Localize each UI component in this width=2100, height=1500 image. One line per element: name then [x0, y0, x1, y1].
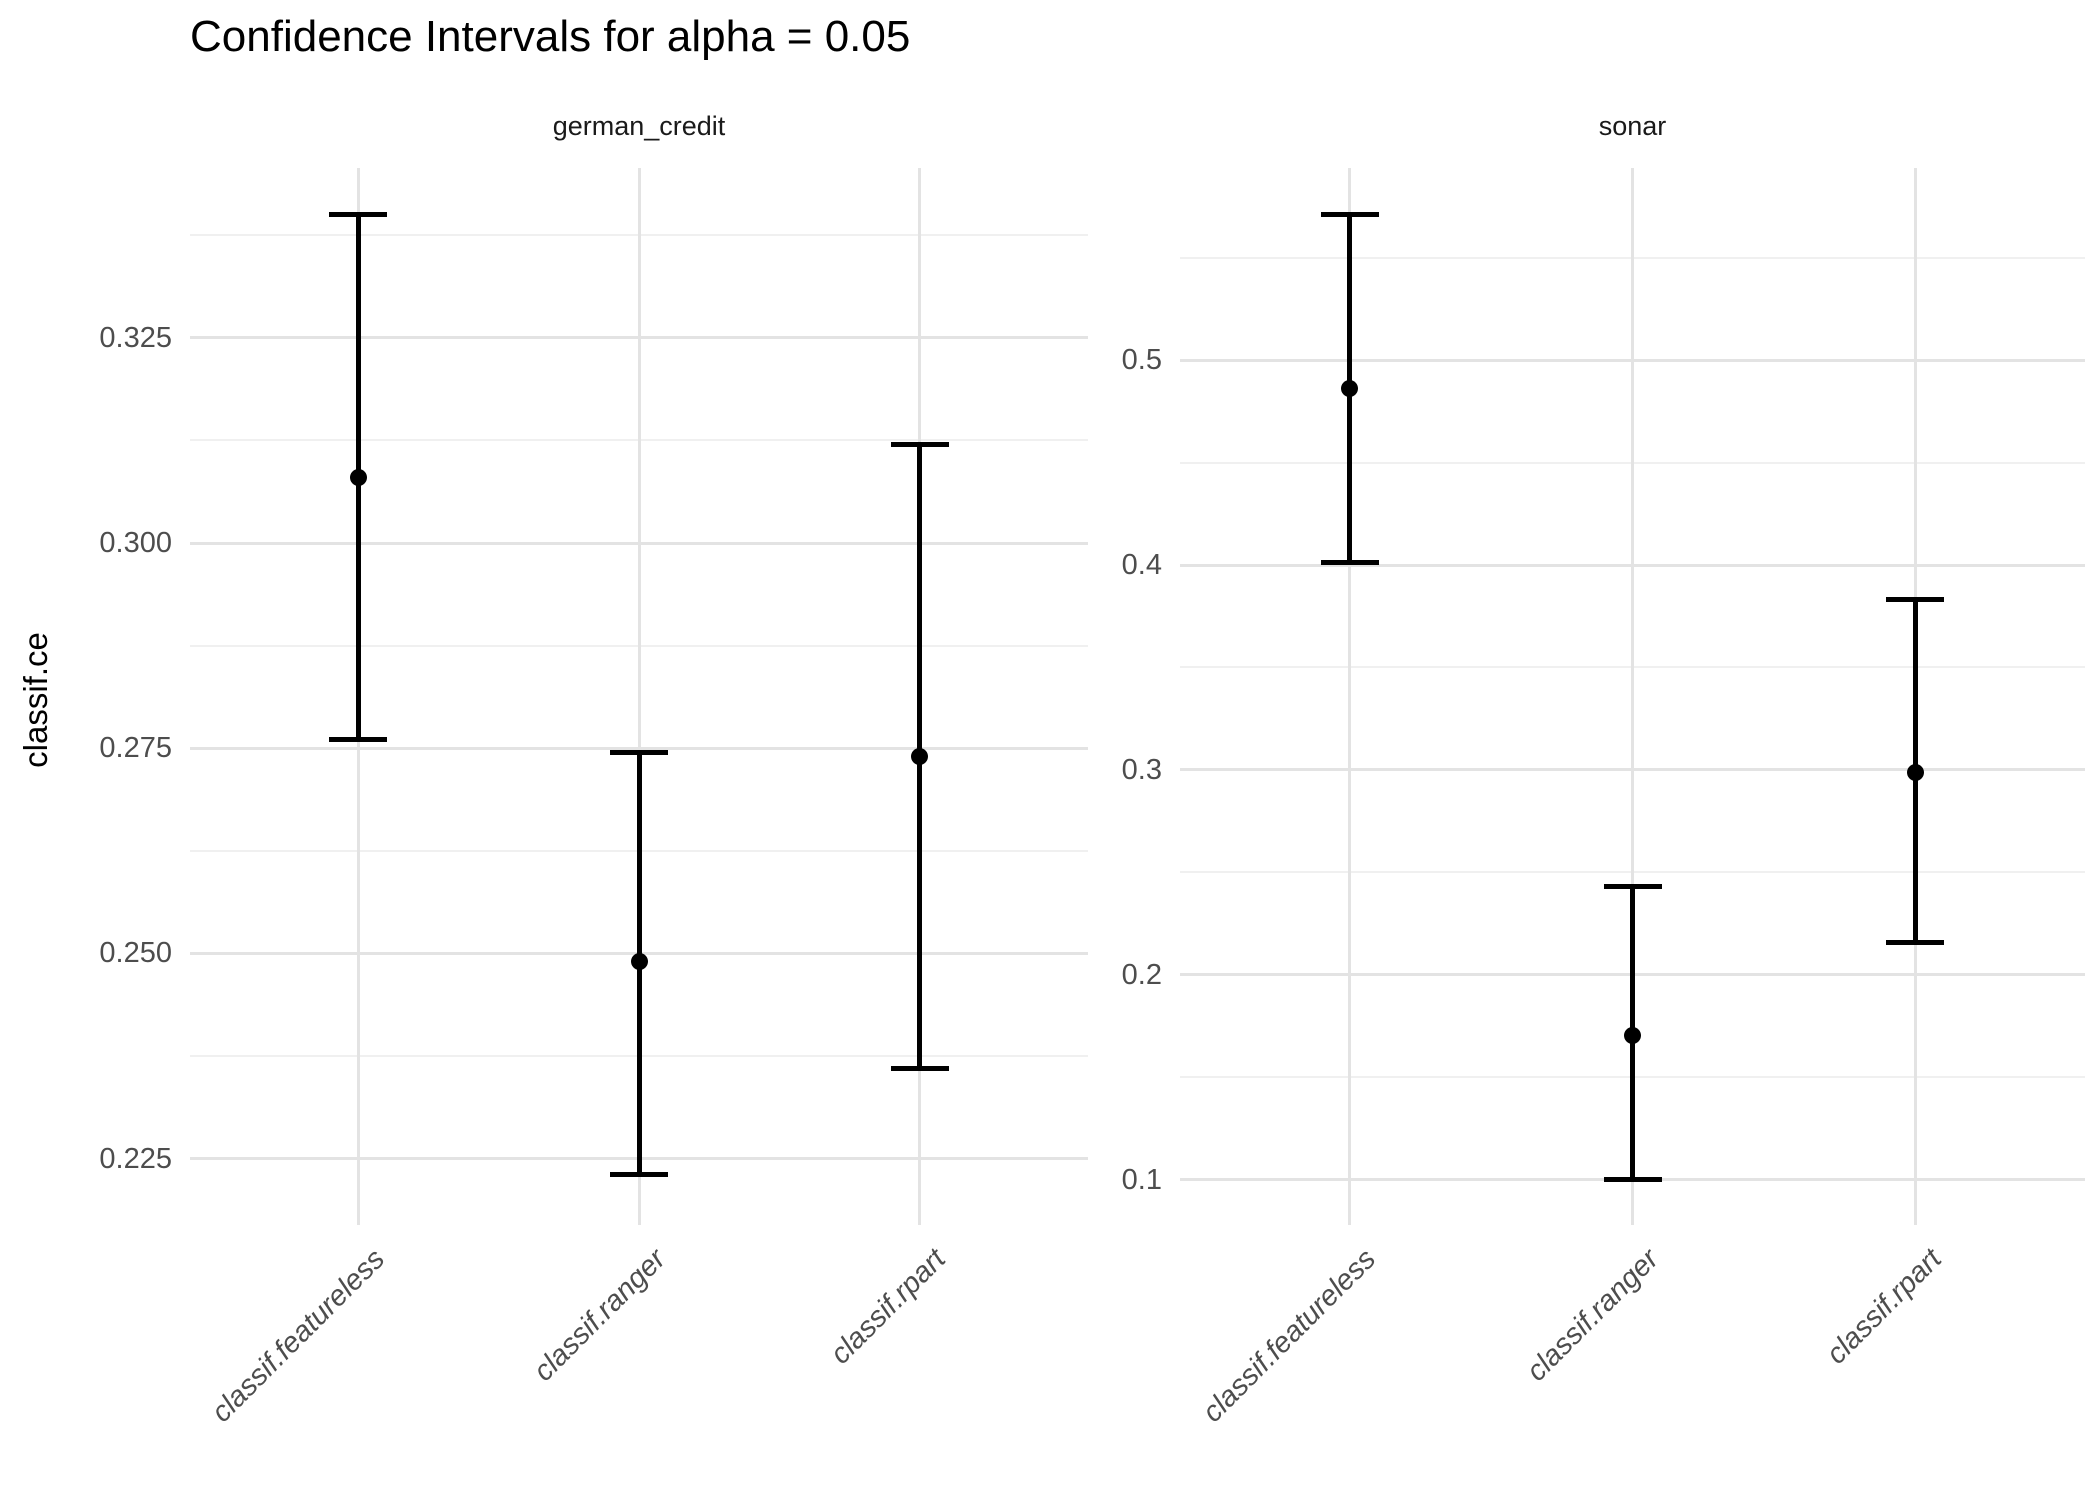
errorbar-upper-cap: [890, 442, 949, 448]
errorbar-lower-cap: [1886, 939, 1945, 945]
x-axis-tick-label-text: classif.ranger: [1520, 1243, 1666, 1388]
y-axis-tick-label: 0.1: [1121, 1163, 1162, 1196]
x-axis-tick-label-text: classif.ranger: [527, 1243, 672, 1388]
x-axis-tick-label-text: classif.featureless: [205, 1243, 392, 1429]
estimate-point: [911, 747, 929, 765]
category-gridline: [637, 168, 641, 1225]
facet-strip-german-credit: german_credit: [552, 111, 726, 141]
estimate-point: [1341, 380, 1359, 398]
errorbar-lower-cap: [890, 1065, 949, 1071]
y-axis-tick-label: 0.2: [1121, 958, 1162, 991]
y-axis-tick-label: 0.3: [1121, 753, 1162, 786]
errorbar-upper-cap: [1320, 212, 1379, 218]
facet-panel-sonar: [1180, 168, 2085, 1225]
errorbar-upper-cap: [610, 749, 668, 755]
estimate-point: [1906, 763, 1924, 781]
errorbar-lower-cap: [1320, 560, 1379, 566]
category-gridline: [1348, 168, 1352, 1225]
plot-title: Confidence Intervals for alpha = 0.05: [190, 12, 911, 61]
estimate-point: [630, 953, 648, 971]
x-axis-tick-label-text: classif.featureless: [1196, 1243, 1383, 1429]
errorbar-upper-cap: [1886, 597, 1945, 603]
estimate-point: [1624, 1026, 1641, 1044]
category-gridline: [1631, 168, 1634, 1225]
x-axis-tick-label-text: classif.rpart: [1820, 1243, 1948, 1371]
errorbar-lower-cap: [610, 1172, 668, 1178]
y-axis-tick-label: 0.225: [99, 1142, 172, 1175]
facet-strip-sonar: sonar: [1598, 111, 1667, 141]
estimate-point: [349, 468, 367, 486]
facet-panel-german-credit: [190, 168, 1088, 1225]
x-axis-tick-label-text: classif.rpart: [824, 1243, 953, 1371]
y-axis-tick-label: 0.325: [99, 321, 172, 354]
y-axis-tick-label: 0.300: [99, 527, 172, 560]
y-axis-tick-label: 0.5: [1121, 344, 1162, 377]
errorbar-lower-cap: [329, 737, 388, 743]
y-axis-tick-label: 0.4: [1121, 549, 1162, 581]
errorbar-lower-cap: [1603, 1177, 1662, 1183]
y-axis-tick-label: 0.250: [99, 937, 172, 970]
y-axis-tick-label: 0.275: [99, 732, 172, 765]
errorbar-upper-cap: [1603, 884, 1662, 890]
errorbar-upper-cap: [329, 212, 388, 218]
